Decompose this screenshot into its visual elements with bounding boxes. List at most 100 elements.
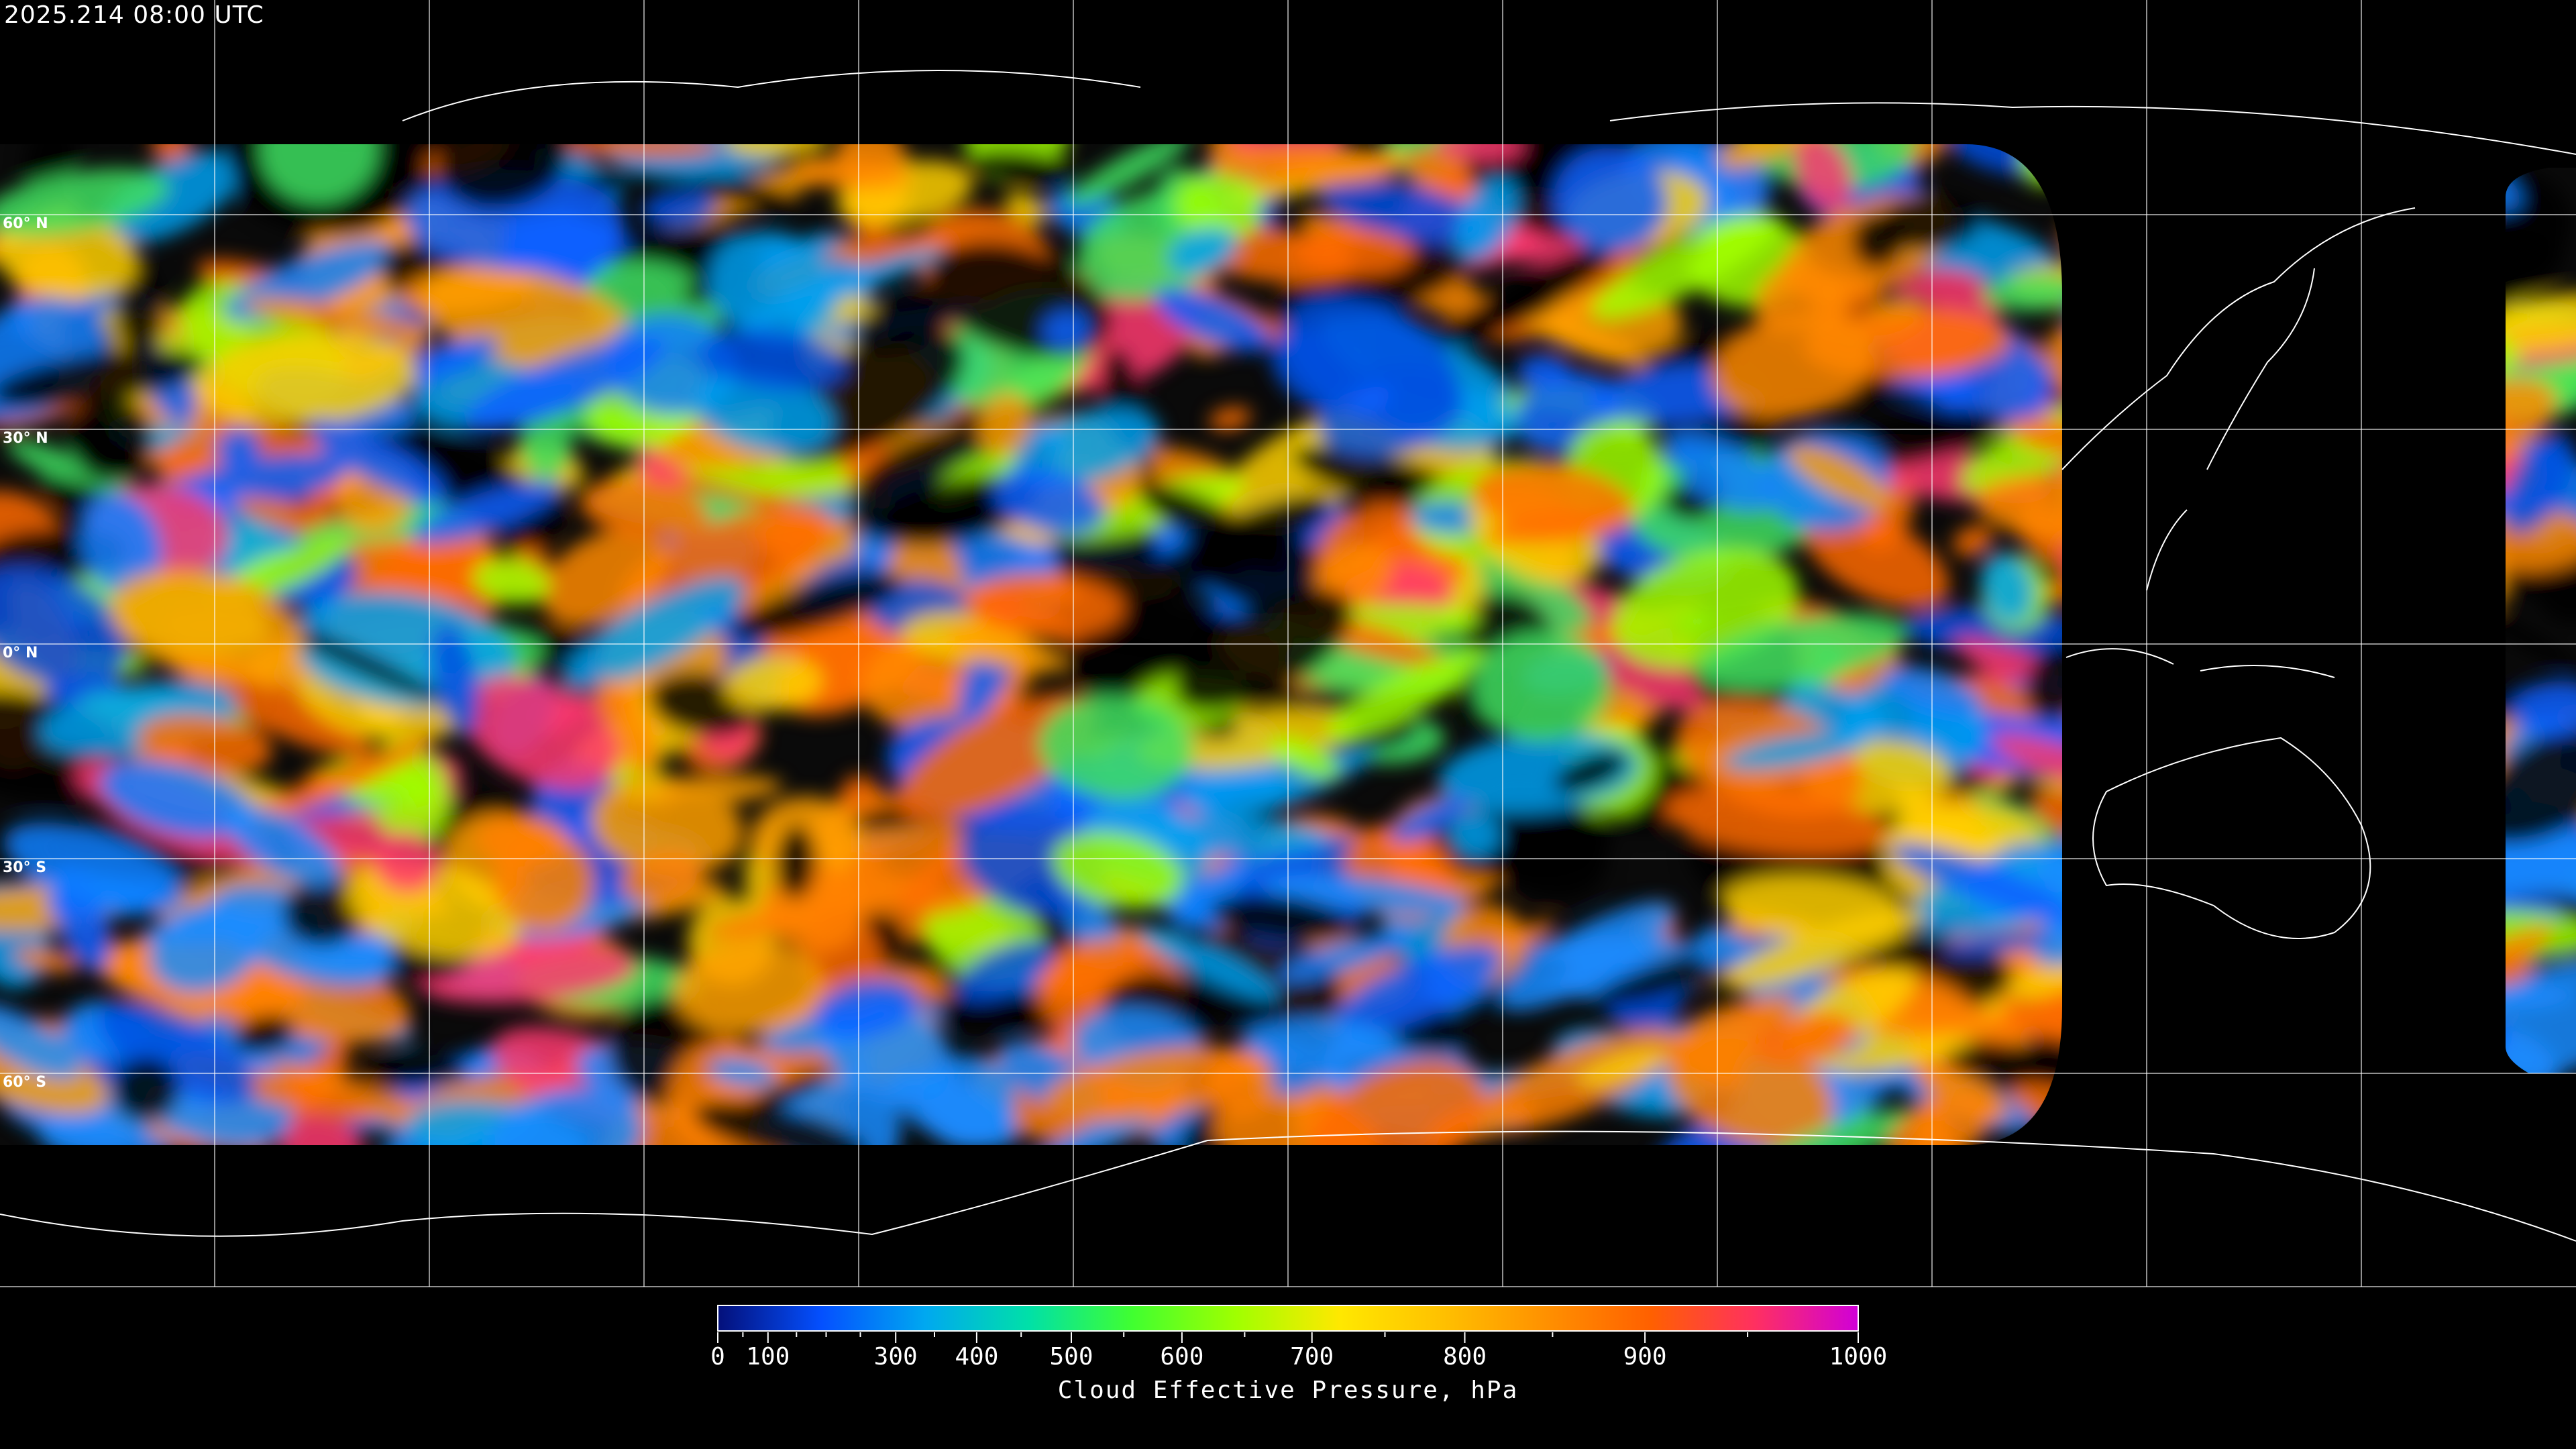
cloud-patch — [2324, 144, 2521, 211]
colorbar-tick-label: 500 — [1049, 1343, 1093, 1371]
cloud-patch — [978, 392, 1032, 456]
cloud-patch — [2167, 1004, 2312, 1072]
cloud-patch — [431, 624, 480, 736]
cloud-patch — [1576, 1050, 1667, 1085]
cloud-patch — [151, 144, 191, 162]
cloud-patch — [1887, 1090, 1995, 1145]
cloud-patch — [2321, 855, 2462, 959]
cloud-patch — [2010, 1083, 2209, 1145]
cloud-patch — [2393, 261, 2515, 323]
cloud-patch — [552, 144, 720, 158]
cloud-patch — [1902, 606, 2094, 656]
cloud-patch — [1786, 443, 1894, 511]
cloud-patch — [0, 1002, 80, 1079]
cloud-patch — [2162, 401, 2310, 523]
colorbar-tick-labels: 0 100 300 400 500 600 700 800 900 1000 — [710, 1343, 1887, 1371]
cloud-patch — [620, 505, 833, 616]
cloud-patch — [2239, 531, 2398, 649]
cloud-patch — [541, 529, 669, 627]
cloud-patch — [2347, 247, 2502, 284]
cloud-patch — [2080, 390, 2131, 466]
cloud-patch — [2275, 161, 2373, 221]
cloud-patch — [307, 419, 447, 502]
cloud-patch — [2213, 144, 2324, 226]
cloud-patch — [2290, 144, 2507, 215]
cloud-patch — [813, 979, 919, 1038]
cloud-patch — [2502, 432, 2574, 533]
cloud-patch — [413, 480, 561, 544]
coastline-east-asia — [2061, 207, 2416, 591]
cloud-patch — [2263, 649, 2310, 706]
cloud-patch — [1125, 816, 1331, 857]
cloud-patch — [708, 230, 838, 345]
cloud-patch — [1282, 295, 1458, 427]
cloud-patch — [1737, 144, 1917, 191]
cloud-patch — [1471, 462, 1635, 539]
cloud-patch — [2302, 144, 2493, 235]
cloud-patch — [2263, 616, 2355, 679]
cloud-patch — [2152, 901, 2240, 958]
cloud-patch — [1450, 811, 1501, 857]
cloud-patch — [2162, 879, 2361, 988]
cloud-patch — [1804, 508, 1949, 608]
colorbar-tick-label: 100 — [746, 1343, 790, 1371]
cloud-patch — [2114, 382, 2310, 468]
cloud-patch — [732, 572, 903, 640]
cloud-patch — [1042, 311, 1090, 350]
cloud-patch — [920, 1055, 1016, 1145]
cloud-patch — [2096, 469, 2163, 547]
cloud-patch — [954, 941, 1055, 1002]
cloud-patch — [2261, 950, 2399, 1004]
cloud-patch — [1175, 171, 1263, 241]
cloud-patch — [1038, 694, 1194, 800]
cloud-patch — [2160, 631, 2217, 696]
coastline-antarctica — [0, 1130, 2576, 1242]
cloud-patch — [493, 830, 594, 932]
cloud-patch — [2278, 357, 2347, 441]
cloud-patch — [2365, 995, 2432, 1083]
cloud-patch — [2147, 1042, 2231, 1082]
cloud-patch — [2279, 325, 2345, 430]
cloud-patch — [968, 150, 1075, 184]
cloud-patch — [673, 941, 824, 1035]
cloud-patch — [0, 1006, 108, 1115]
cloud-patch — [2383, 445, 2493, 506]
lat-label-60s: 60° S — [3, 1074, 46, 1091]
cloud-patch — [2298, 879, 2497, 911]
coastline-maritime — [2065, 648, 2335, 678]
cloud-patch — [708, 1057, 775, 1087]
colorbar-tick-label: 400 — [955, 1343, 998, 1371]
cloud-patch — [2104, 1102, 2255, 1145]
cloud-patch — [3, 822, 184, 914]
cloud-patch — [2256, 181, 2439, 262]
cloud-patch — [1044, 1046, 1267, 1122]
cloud-patch — [2393, 321, 2520, 378]
cloud-patch — [2308, 529, 2399, 618]
cloud-patch — [233, 1014, 296, 1055]
cloud-patch — [1723, 731, 1869, 770]
cloud-patch — [994, 468, 1105, 535]
cloud-patch — [2208, 405, 2328, 485]
cloud-patch — [642, 189, 717, 228]
cloud-patch — [436, 144, 571, 209]
cloud-patch — [2158, 564, 2244, 612]
colorbar-tick-label: 1000 — [1829, 1343, 1888, 1371]
cloud-patch — [1209, 407, 1251, 431]
cloud-patch — [2375, 144, 2480, 183]
cloud-patch — [1455, 177, 1518, 262]
cloud-patch — [2310, 315, 2467, 409]
cloud-patch — [1980, 552, 2035, 624]
cloud-patch — [2218, 606, 2279, 701]
cloud-patch — [2070, 237, 2245, 357]
cloud-patch — [596, 677, 659, 775]
cloud-patch — [1471, 789, 1607, 900]
coastline-australia — [2092, 737, 2371, 939]
colorbar-tick-label: 600 — [1160, 1343, 1203, 1371]
cloud-patch — [2284, 512, 2475, 570]
cloud-patch — [964, 574, 1125, 637]
cloud-patch — [1753, 1013, 1857, 1065]
cloud-patch — [2352, 961, 2507, 1054]
cloud-patch — [1438, 732, 1640, 813]
coastlines — [0, 70, 2576, 1242]
cloud-patch — [1720, 874, 1905, 941]
